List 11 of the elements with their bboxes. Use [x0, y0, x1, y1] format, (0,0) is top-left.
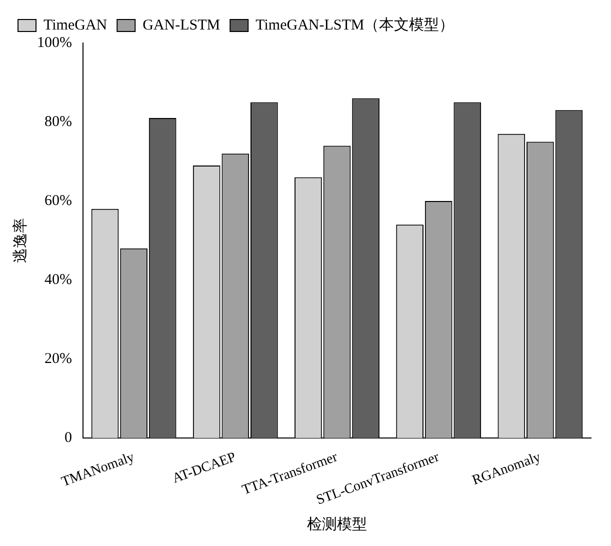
y-tick-label: 0	[64, 430, 72, 446]
y-tick-label: 40%	[44, 272, 72, 288]
y-tick-label: 80%	[44, 114, 72, 130]
legend-label: TimeGAN	[44, 17, 108, 34]
legend-label: GAN-LSTM	[142, 17, 220, 34]
legend-label: TimeGAN-LSTM（本文模型）	[256, 16, 454, 34]
y-tick-label: 20%	[44, 350, 72, 367]
y-tick-label: 100%	[36, 34, 72, 51]
y-tick-label: 60%	[44, 192, 72, 209]
y-axis-title: 逃逸率	[12, 218, 29, 263]
x-axis-title: 检测模型	[307, 516, 367, 533]
